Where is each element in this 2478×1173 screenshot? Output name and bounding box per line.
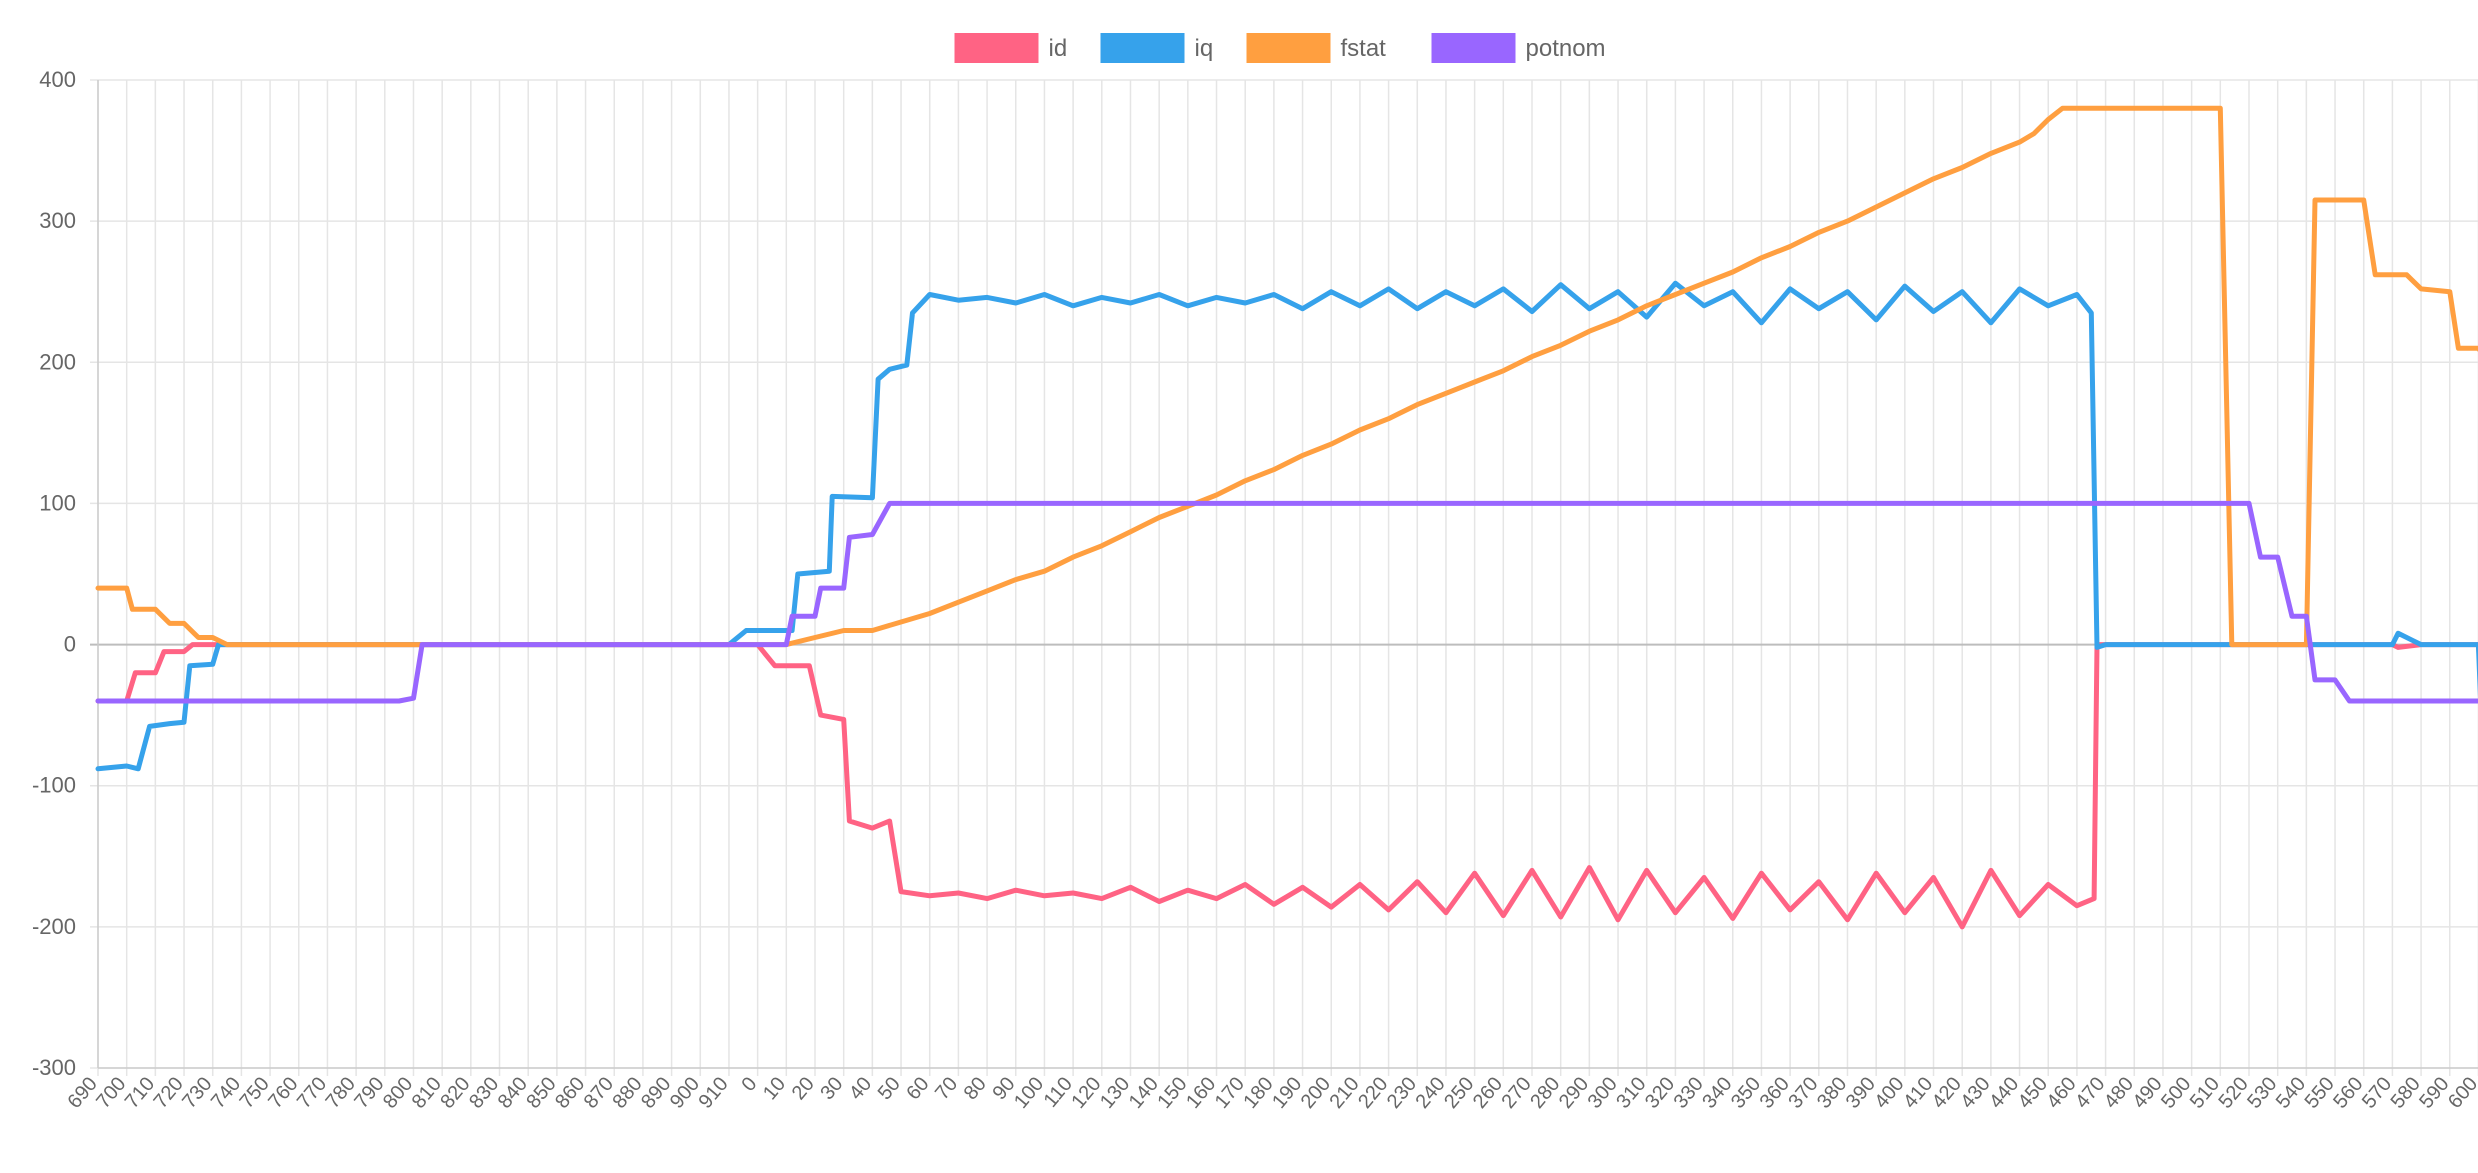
legend-swatch [954,33,1039,63]
x-tick-label: 60 [902,1073,933,1104]
x-tick-label: 0 [737,1073,761,1096]
y-tick-label: -200 [32,914,76,939]
y-tick-label: 100 [39,490,76,515]
legend-swatch [1246,33,1331,63]
y-tick-label: 400 [39,67,76,92]
legend-item-id[interactable]: id [954,33,1068,63]
x-tick-label: 910 [694,1073,732,1113]
legend-item-potnom[interactable]: potnom [1431,33,1606,63]
x-tick-label: 600 [2444,1073,2478,1113]
series-line-potnom [95,500,2478,704]
legend-label: id [1049,35,1068,62]
grid [90,79,2478,1076]
y-tick-label: 200 [39,349,76,374]
x-tick-label: 50 [874,1073,905,1104]
legend-label: iq [1195,35,1214,62]
series-line-fstat [95,105,2478,648]
series-lines [95,105,2478,930]
series-line-id [95,642,2478,930]
legend-label: fstat [1341,35,1387,62]
x-tick-label: 20 [788,1073,819,1104]
x-tick-label: 30 [816,1073,847,1104]
legend-swatch [1431,33,1516,63]
x-tick-label: 70 [931,1073,962,1104]
legend-label: potnom [1526,35,1606,62]
x-tick-label: 10 [759,1073,790,1104]
legend-item-fstat[interactable]: fstat [1246,33,1387,63]
x-tick-label: 80 [960,1073,991,1104]
y-tick-label: -100 [32,773,76,798]
series-line-iq [95,280,2478,772]
legend[interactable]: id iq fstat potnom [954,33,1606,63]
legend-swatch [1100,33,1185,63]
y-tick-label: -300 [32,1055,76,1080]
axes: 6907007107207307407507607707807908008108… [32,67,2478,1113]
x-tick-label: 40 [845,1073,876,1104]
legend-item-iq[interactable]: iq [1100,33,1214,63]
y-tick-label: 0 [64,632,76,657]
y-tick-label: 300 [39,208,76,233]
